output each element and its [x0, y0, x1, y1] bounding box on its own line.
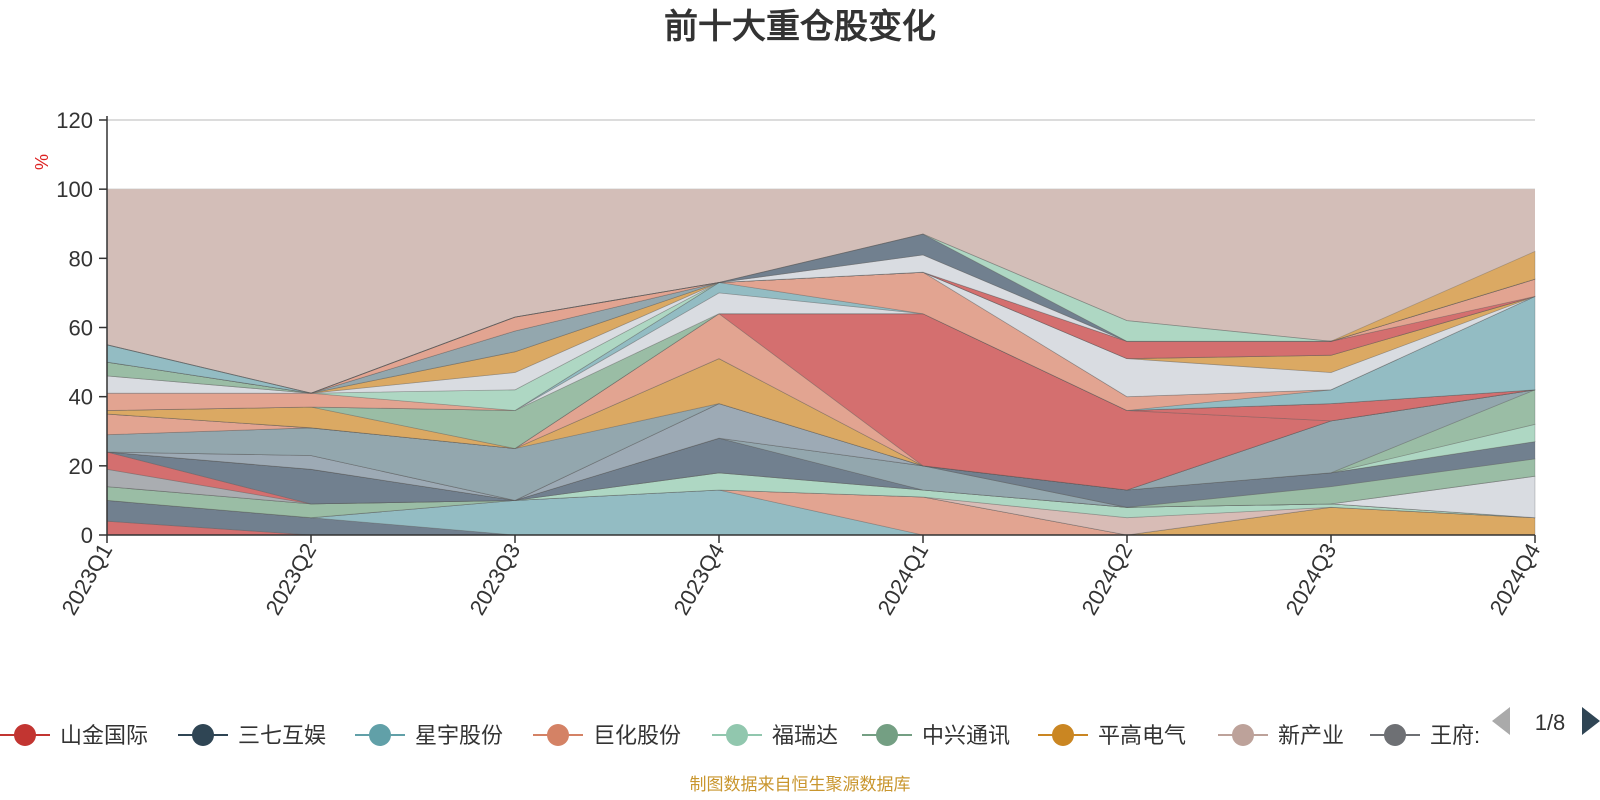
prev-page-icon[interactable]: [1492, 707, 1510, 735]
legend-marker: [1052, 724, 1074, 746]
legend-marker: [876, 724, 898, 746]
y-tick-label-20: 20: [69, 454, 93, 479]
legend-label: 平高电气: [1098, 723, 1186, 748]
legend-label: 王府:: [1430, 723, 1480, 748]
x-tick-label-7: 2024Q3: [1281, 539, 1342, 619]
legend-label: 巨化股份: [593, 723, 681, 748]
area-series-5: [106, 489, 1536, 536]
next-page-icon[interactable]: [1582, 707, 1600, 735]
x-axis-ticks: 2023Q1 2023Q2 2023Q3 2023Q4 2024Q1 2024Q2 2024…: [57, 535, 1546, 619]
legend-page-indicator: 1/8: [1535, 710, 1566, 735]
x-tick-label-2: 2023Q2: [261, 539, 322, 619]
x-tick-label-4: 2023Q4: [669, 539, 730, 619]
legend-marker: [726, 724, 748, 746]
x-tick-label-6: 2024Q2: [1077, 539, 1138, 619]
legend-item-5[interactable]: 福瑞达: [712, 723, 838, 748]
legend-item-6[interactable]: 中兴通讯: [862, 723, 1010, 748]
legend-item-8[interactable]: 新产业: [1218, 723, 1344, 748]
x-tick-label-1: 2023Q1: [57, 539, 118, 619]
x-tick-label-5: 2024Q1: [873, 539, 934, 619]
legend-item-7[interactable]: 平高电气: [1038, 723, 1186, 748]
legend-marker: [14, 724, 36, 746]
area-series-38: [106, 254, 1536, 394]
legend-marker: [1384, 724, 1406, 746]
y-tick-label-80: 80: [69, 246, 93, 271]
y-tick-label-60: 60: [69, 316, 93, 341]
legend-item-9[interactable]: 王府:: [1370, 723, 1480, 748]
legend-label: 山金国际: [60, 723, 148, 748]
legend-marker: [1232, 724, 1254, 746]
legend-marker: [547, 724, 569, 746]
x-tick-label-8: 2024Q4: [1485, 539, 1546, 619]
legend-item-1[interactable]: 山金国际: [0, 723, 148, 748]
legend-item-2[interactable]: 三七互娱: [178, 723, 326, 748]
area-series-36: [106, 271, 1536, 394]
legend-label: 福瑞达: [772, 723, 838, 748]
legend-item-3[interactable]: 星宇股份: [355, 723, 503, 748]
y-axis-ticks: 0 20 40 60 80 100 120: [56, 108, 107, 548]
legend-marker: [369, 724, 391, 746]
legend-label: 三七互娱: [238, 723, 326, 748]
y-tick-label-40: 40: [69, 385, 93, 410]
y-tick-label-0: 0: [81, 523, 93, 548]
legend-item-4[interactable]: 巨化股份: [533, 723, 681, 748]
area-series-41: [106, 233, 1536, 394]
legend: 山金国际 三七互娱 星宇股份 巨化股份 福瑞达 中兴通讯 平高电气 新产业 王府:: [0, 723, 1480, 748]
y-axis-unit: %: [32, 154, 52, 170]
legend-pager[interactable]: 1/8: [1492, 707, 1600, 735]
area-series: [106, 189, 1536, 536]
x-tick-label-3: 2023Q3: [465, 539, 526, 619]
legend-label: 新产业: [1278, 723, 1344, 748]
data-source-note: 制图数据来自恒生聚源数据库: [690, 775, 911, 794]
legend-marker: [192, 724, 214, 746]
chart-title: 前十大重仓股变化: [664, 8, 936, 46]
y-tick-label-100: 100: [56, 177, 93, 202]
y-tick-label-120: 120: [56, 108, 93, 133]
legend-label: 中兴通讯: [922, 723, 1010, 748]
legend-label: 星宇股份: [415, 723, 503, 748]
